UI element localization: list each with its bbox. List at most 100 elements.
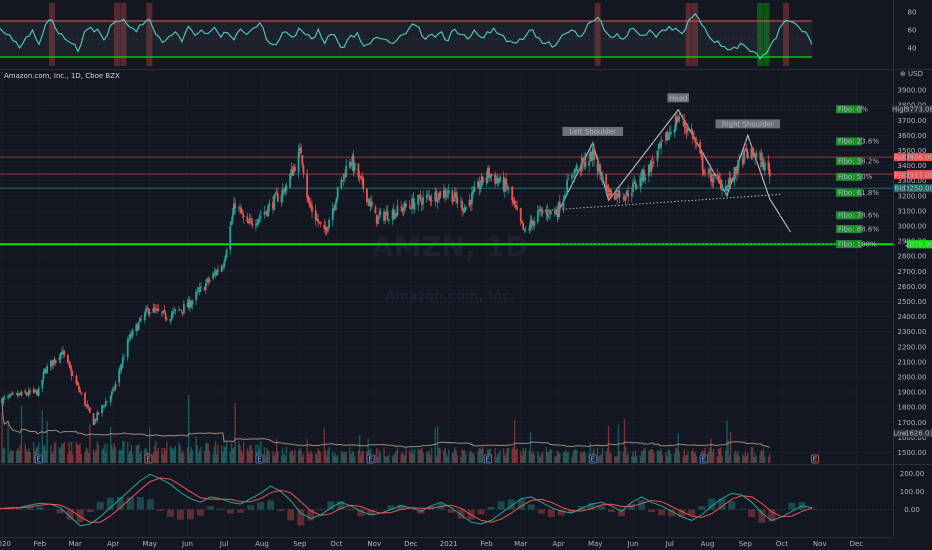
rsi-overbought-highlight xyxy=(783,3,790,66)
volume-bar xyxy=(395,450,397,463)
volume-bar xyxy=(15,450,18,463)
volume-bar xyxy=(268,452,270,463)
volume-bar xyxy=(520,451,522,463)
macd-histogram-bar xyxy=(457,509,465,519)
candle-body xyxy=(358,175,361,178)
volume-bar xyxy=(106,443,108,463)
earnings-marker[interactable] xyxy=(255,454,264,464)
volume-bar xyxy=(548,451,550,463)
candle-body xyxy=(667,134,670,141)
volume-bar xyxy=(101,449,103,463)
volume-bar xyxy=(596,447,599,463)
earnings-marker[interactable] xyxy=(34,454,43,464)
volume-bar xyxy=(123,441,125,463)
candle-body xyxy=(190,304,193,307)
time-tick-label: Dec xyxy=(404,540,418,548)
candle-body xyxy=(658,143,661,147)
volume-bar xyxy=(135,445,137,463)
earnings-marker[interactable] xyxy=(144,454,153,464)
candle-body xyxy=(726,186,728,192)
candle-body xyxy=(254,224,257,226)
earnings-marker[interactable] xyxy=(366,454,375,464)
macd-histogram-bar xyxy=(587,503,595,510)
volume-moving-average xyxy=(1,400,770,448)
candle-body xyxy=(247,221,250,224)
level-name-label: Low xyxy=(893,430,907,438)
candle-body xyxy=(69,365,72,369)
level-value-chip xyxy=(907,153,932,162)
candle-body xyxy=(394,213,396,219)
pattern-label-box xyxy=(562,126,624,136)
volume-bar xyxy=(234,403,236,463)
candle-body xyxy=(564,194,567,196)
volume-bar xyxy=(376,448,378,463)
volume-bar xyxy=(53,441,56,463)
volume-bar xyxy=(404,455,406,463)
candle-body xyxy=(157,308,160,311)
fib-tag-label: Fibo: 50% xyxy=(838,173,873,181)
volume-bar xyxy=(52,451,54,463)
volume-bar xyxy=(576,450,578,463)
time-axis[interactable]: 2020 Feb Mar Apr May Jun Jul Aug Sep Oct Nov Dec 202… xyxy=(0,540,863,548)
time-tick-label: Sep xyxy=(293,540,307,548)
volume-bar xyxy=(507,447,510,463)
volume-bar xyxy=(402,454,405,463)
candle-body xyxy=(230,221,233,225)
candle-body xyxy=(656,150,659,162)
macd-histogram-bar xyxy=(788,502,796,510)
candle-body xyxy=(446,192,449,194)
candle-body xyxy=(152,307,155,313)
candle-body xyxy=(86,404,89,407)
rsi-overbought-highlight xyxy=(594,3,601,66)
volume-bar xyxy=(439,449,441,463)
price-tick-label: 1700.00 xyxy=(898,419,927,427)
volume-bar xyxy=(333,455,335,463)
volume-bar xyxy=(443,450,445,463)
candle-body xyxy=(507,188,510,189)
macd-histogram-bar xyxy=(247,505,255,510)
earnings-marker[interactable] xyxy=(588,454,597,464)
earnings-marker[interactable] xyxy=(483,454,492,464)
volume-bar xyxy=(417,448,419,463)
volume-bar xyxy=(351,451,353,463)
candle-body xyxy=(85,404,88,406)
time-tick-label: Nov xyxy=(813,540,827,548)
volume-bar xyxy=(129,450,131,463)
volume-bar xyxy=(377,456,379,463)
volume-bar xyxy=(531,453,533,463)
volume-bar xyxy=(267,450,269,463)
candle-body xyxy=(767,160,770,170)
candle-body xyxy=(616,190,619,198)
volume-bar xyxy=(529,432,532,463)
candle-body xyxy=(516,206,518,210)
earnings-marker[interactable] xyxy=(810,454,819,464)
candle-body xyxy=(182,304,185,314)
candle-body xyxy=(35,390,38,392)
candle-body xyxy=(79,390,82,393)
volume-bar xyxy=(24,443,26,463)
candle-body xyxy=(37,388,40,397)
macd-histogram-bar xyxy=(557,509,565,516)
candle-body xyxy=(429,196,432,201)
price-axis[interactable]: 1500.00 1600.00 1700.00 1800.00 1900.00 2000.… xyxy=(892,87,932,457)
candle-body xyxy=(97,412,100,415)
earnings-marker[interactable] xyxy=(699,454,708,464)
candle-body xyxy=(323,225,326,229)
rsi-overbought-highlight xyxy=(113,3,120,66)
candle-body xyxy=(558,201,561,211)
candle-body xyxy=(96,412,99,421)
candle-body xyxy=(469,200,472,205)
volume-bar xyxy=(340,451,343,463)
macd-histogram-bar xyxy=(327,501,335,510)
candle-body xyxy=(623,196,626,200)
candle-body xyxy=(139,318,141,322)
volume-bar xyxy=(401,451,404,463)
candle-body xyxy=(336,187,339,199)
volume-bar xyxy=(319,451,322,463)
volume-bar xyxy=(716,456,718,463)
candle-body xyxy=(88,407,91,413)
candle-body xyxy=(453,192,456,198)
candle-body xyxy=(220,266,223,272)
candle-body xyxy=(180,310,183,311)
